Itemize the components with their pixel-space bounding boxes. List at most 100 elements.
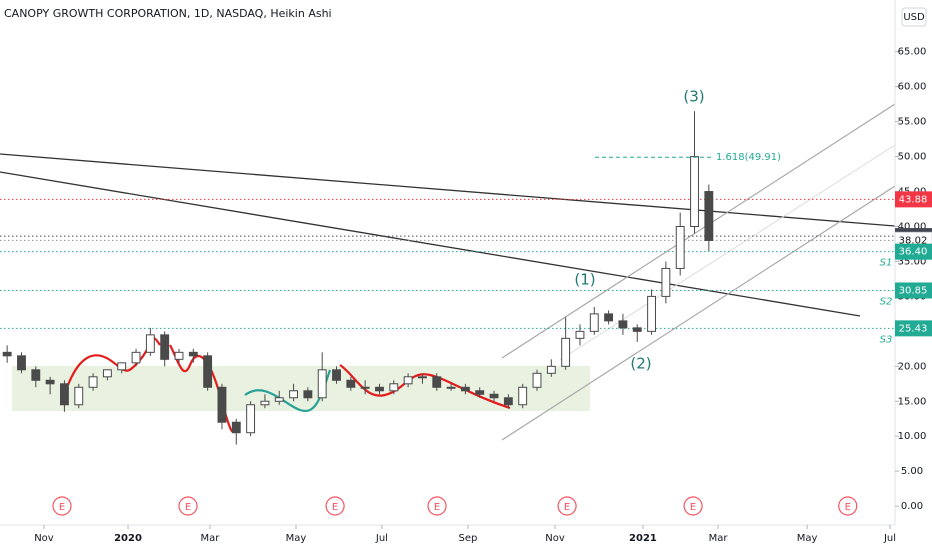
earnings-marker [557, 496, 577, 516]
candle-body [446, 386, 456, 389]
candle-body [317, 369, 327, 399]
candle-body [160, 334, 170, 360]
candle-body [217, 386, 227, 423]
level-tag [895, 191, 932, 208]
x-tick-label: Nov [545, 533, 565, 544]
earnings-label: E [845, 502, 851, 513]
y-tick-label: 55.00 [898, 117, 927, 128]
x-tick-label: Mar [709, 533, 729, 544]
candle-body [690, 156, 699, 227]
candle-body [117, 362, 127, 371]
x-tick-label: Jul [375, 533, 388, 544]
chart-title: CANOPY GROWTH CORPORATION, 1D, NASDAQ, H… [4, 7, 332, 20]
drawings [0, 103, 896, 441]
candle-body [289, 390, 298, 399]
candle-body [260, 400, 270, 406]
level-name: S3 [880, 334, 893, 345]
trend-line [0, 171, 861, 317]
y-tick-label: 15.00 [898, 396, 927, 407]
candle-body [704, 191, 714, 241]
candle-body [303, 390, 313, 399]
wave-label: (3) [683, 88, 704, 106]
candle-body [518, 386, 528, 406]
y-tick-label: 0.00 [901, 501, 923, 512]
earnings-marker [178, 496, 198, 516]
earnings-label: E [690, 502, 696, 513]
y-tick-label: 40.00 [898, 221, 927, 232]
currency: USD [903, 12, 925, 23]
candle-body [17, 355, 26, 371]
level-label: 25.43 [899, 323, 928, 334]
candle-body [174, 351, 184, 360]
x-tick-label: Mar [200, 533, 220, 544]
candle-body [203, 355, 213, 388]
channel-mid [559, 144, 896, 361]
x-tick-label: May [797, 533, 818, 544]
y-tick-label: 60.00 [898, 82, 927, 93]
range-box [12, 366, 590, 411]
channel-line [501, 185, 896, 441]
level-label: 38.02 [899, 235, 928, 246]
x-tick-label: 2020 [114, 533, 142, 544]
earnings-label: E [332, 502, 338, 513]
earnings-marker [325, 496, 345, 516]
earnings-label: E [185, 502, 191, 513]
fib-label: 1.618(49.91) [716, 152, 781, 163]
y-tick-label: 20.00 [898, 361, 927, 372]
candle-body [389, 383, 399, 392]
level-tag [895, 320, 932, 337]
candle-body [432, 376, 442, 388]
y-tick-label: 50.00 [898, 152, 927, 163]
candle-body [332, 369, 341, 381]
candle-body [604, 313, 614, 322]
candle-body [102, 369, 112, 378]
candle-body [475, 390, 485, 395]
earnings-marker [838, 496, 858, 516]
level-name: S1 [880, 258, 893, 269]
candle-body [589, 313, 599, 332]
candle-body [546, 365, 556, 374]
level-label: 30.85 [899, 285, 928, 296]
wave-label: (1) [574, 271, 595, 289]
level-tag [895, 282, 932, 299]
currency-box [901, 7, 927, 27]
x-tick-label: Jul [883, 533, 896, 544]
y-tick-label: 5.00 [901, 466, 923, 477]
candle-body [188, 351, 198, 357]
candle-body [74, 386, 84, 406]
candle-body [88, 376, 98, 388]
candle-body [31, 369, 41, 381]
wave-label: (2) [630, 355, 651, 373]
candle-body [231, 421, 241, 434]
candle-body [561, 337, 571, 367]
y-tick-label: 35.00 [898, 256, 927, 267]
x-tick-label: 2021 [629, 533, 657, 544]
level-label: 36.40 [899, 247, 928, 258]
candle-body [618, 320, 628, 329]
candle-body [575, 330, 585, 339]
candle-body [346, 379, 356, 388]
earnings-marker [52, 496, 72, 516]
trend-line [0, 153, 896, 227]
candle-body [274, 397, 284, 402]
candle-body [460, 386, 470, 392]
candle-body [2, 351, 12, 357]
x-tick-label: Nov [34, 533, 54, 544]
level-name: S2 [880, 296, 893, 307]
x-tick-label: Sep [459, 533, 478, 544]
x-tick-label: May [286, 533, 307, 544]
candle-body [145, 334, 155, 353]
earnings-marker [683, 496, 703, 516]
earnings-label: E [59, 502, 65, 513]
candle-body [503, 397, 513, 406]
candle-body [360, 386, 370, 389]
candle-body [45, 379, 55, 385]
candle-body [661, 267, 671, 297]
candle-body [489, 393, 499, 399]
candle-body [632, 327, 642, 332]
level-tag [895, 243, 932, 260]
candle-body [647, 295, 656, 332]
candle-body [532, 372, 542, 388]
earnings-label: E [564, 502, 570, 513]
